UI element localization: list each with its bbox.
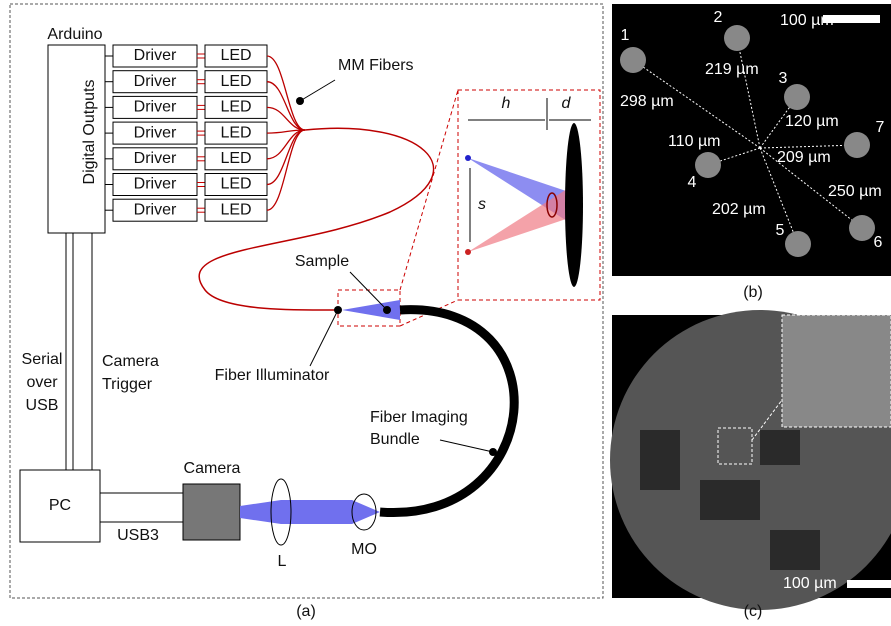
pattern	[700, 480, 760, 520]
spot	[844, 132, 870, 158]
sample-disk	[565, 123, 583, 287]
distance-label: 209 µm	[777, 149, 831, 166]
illuminator-label: Fiber Illuminator	[215, 367, 330, 384]
spot-label: 4	[688, 174, 697, 191]
driver-label: Driver	[134, 201, 177, 218]
led-label: LED	[220, 124, 251, 141]
camera-label: Camera	[184, 460, 241, 477]
pattern	[770, 530, 820, 570]
blue-source	[465, 155, 471, 161]
driver-label: Driver	[134, 73, 177, 90]
distance-label: 298 µm	[620, 93, 674, 110]
pattern	[760, 430, 800, 465]
zoom-line	[400, 90, 458, 290]
s-label: s	[478, 196, 486, 213]
distance-label: 219 µm	[705, 61, 759, 78]
spot	[695, 152, 721, 178]
lens-label: L	[278, 553, 287, 570]
beam	[240, 500, 380, 524]
bundle-label: Fiber Imaging	[370, 409, 468, 426]
leader	[440, 440, 493, 452]
pattern	[640, 430, 680, 490]
panel-label: (c)	[744, 603, 763, 620]
driver-label: Driver	[134, 176, 177, 193]
bundle-label: Bundle	[370, 431, 420, 448]
d-label: d	[562, 95, 572, 112]
driver-label: Driver	[134, 99, 177, 116]
led-label: LED	[220, 176, 251, 193]
pc-label: PC	[49, 497, 71, 514]
mm-fibers-label: MM Fibers	[338, 57, 414, 74]
scale-bar-label: 100 µm	[783, 575, 837, 592]
sample-cone	[342, 300, 400, 320]
led-label: LED	[220, 150, 251, 167]
arduino-label: Arduino	[47, 26, 102, 43]
spot	[784, 84, 810, 110]
spot-label: 1	[621, 27, 630, 44]
spot-label: 2	[714, 9, 723, 26]
dot	[334, 306, 342, 314]
spot	[620, 47, 646, 73]
leader	[350, 272, 387, 310]
digital-outputs: Digital Outputs	[81, 80, 98, 185]
usb3-label: USB3	[117, 527, 159, 544]
fiber	[267, 130, 305, 210]
driver-label: Driver	[134, 124, 177, 141]
distance-label: 120 µm	[785, 113, 839, 130]
spot-label: 3	[779, 70, 788, 87]
panel-label: (b)	[743, 284, 763, 301]
h-label: h	[502, 95, 511, 112]
serial-label: over	[26, 374, 58, 391]
led-label: LED	[220, 73, 251, 90]
trigger-label: Trigger	[102, 376, 153, 393]
red-source	[465, 249, 471, 255]
serial-label: USB	[26, 397, 59, 414]
driver-label: Driver	[134, 150, 177, 167]
camera-box	[183, 484, 240, 540]
led-label: LED	[220, 99, 251, 116]
dot	[296, 97, 304, 105]
serial-label: Serial	[22, 351, 63, 368]
distance-label: 250 µm	[828, 183, 882, 200]
spot-label: 5	[776, 222, 785, 239]
objective-label: MO	[351, 541, 377, 558]
zoom-inset	[782, 315, 891, 427]
led-label: LED	[220, 201, 251, 218]
scale-bar	[823, 15, 880, 23]
trigger-label: Camera	[102, 353, 159, 370]
figure: (a) Arduino Digital Outputs Driver LED Dri…	[0, 0, 891, 626]
spot-label: 7	[876, 119, 885, 136]
driver-label: Driver	[134, 47, 177, 64]
sample-label: Sample	[295, 253, 349, 270]
spot	[849, 215, 875, 241]
leader	[310, 312, 337, 366]
spot-label: 6	[874, 234, 883, 251]
leader	[300, 80, 335, 101]
spot	[724, 25, 750, 51]
distance-label: 110 µm	[668, 133, 721, 150]
scale-bar	[847, 580, 891, 588]
fiber	[267, 82, 305, 130]
panel-label: (a)	[296, 603, 316, 620]
spot	[785, 231, 811, 257]
distance-label: 202 µm	[712, 201, 766, 218]
led-label: LED	[220, 47, 251, 64]
